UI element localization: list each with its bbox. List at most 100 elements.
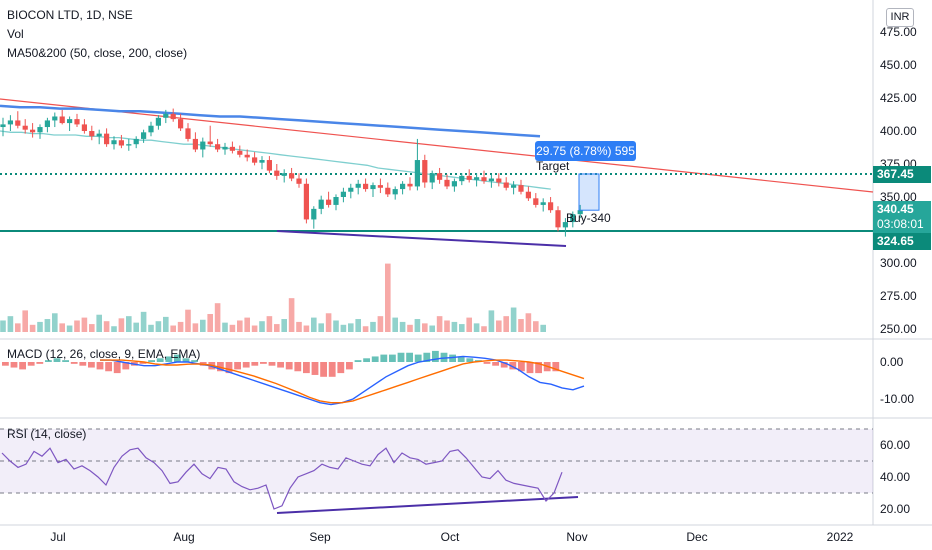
candle-body (340, 191, 346, 197)
rsi-divergence-line (276, 496, 579, 514)
price-tick-label: 350.00 (880, 190, 917, 204)
volume-bar (540, 324, 546, 332)
macd-histogram-bar (234, 362, 241, 370)
volume-bar (170, 325, 176, 332)
rsi-tick-label: 40.00 (880, 470, 910, 484)
rsi-tick-label: 20.00 (880, 502, 910, 516)
macd-histogram-bar (397, 352, 405, 362)
volume-bar (66, 325, 73, 332)
macd-histogram-bar (53, 358, 61, 362)
volume-bar (244, 317, 250, 332)
volume-bar (7, 316, 14, 332)
candle-body (185, 128, 191, 139)
candle-body (133, 138, 139, 145)
candle-body (355, 183, 361, 188)
candle-body (525, 191, 531, 199)
macd-histogram-bar (303, 362, 310, 374)
candle-body (311, 208, 317, 220)
volume-bar (355, 319, 361, 332)
volume-bar (333, 320, 339, 332)
volume-bar (133, 322, 139, 332)
volume-bar (214, 303, 221, 332)
candle-body (570, 214, 576, 223)
rsi-legend: RSI (14, close) (7, 427, 87, 441)
measure-tool-label[interactable]: 29.75 (8.78%) 595 (535, 141, 636, 161)
volume-bar (274, 324, 280, 332)
volume-bar (370, 321, 376, 332)
volume-bar (200, 319, 206, 332)
candle-body (400, 183, 406, 190)
candle-body (44, 120, 50, 128)
price-tick-label: 275.00 (880, 289, 917, 303)
macd-histogram-bar (518, 362, 525, 372)
candle-body (215, 144, 221, 150)
candle-body (67, 119, 73, 124)
candle-body (370, 185, 376, 190)
volume-bar (96, 314, 102, 332)
currency-selector[interactable]: INR (886, 8, 914, 27)
candle-body (562, 222, 568, 228)
volume-bar (281, 319, 287, 332)
volume-bar (429, 325, 435, 332)
candle-body (259, 160, 265, 163)
time-tick-label: 2022 (827, 530, 854, 544)
time-tick-label: Jul (50, 530, 65, 544)
candle-body (518, 185, 524, 192)
candle-countdown: 03:08:01 (877, 217, 924, 231)
candle-body (155, 117, 161, 126)
candle-body (289, 173, 295, 179)
candle-body (407, 183, 413, 187)
candle-body (126, 144, 132, 146)
volume-bar (525, 313, 532, 332)
volume-bar (126, 316, 132, 332)
volume-bar (444, 320, 450, 332)
volume-bar (459, 324, 465, 332)
volume-bar (288, 298, 295, 332)
macd-histogram-bar (10, 362, 18, 368)
macd-histogram-bar (277, 362, 284, 368)
candle-body (222, 146, 228, 150)
volume-bar (111, 326, 117, 332)
macd-histogram-bar (156, 358, 164, 362)
volume-bar (29, 324, 36, 332)
macd-histogram-bar (457, 356, 465, 362)
candle-body (318, 199, 324, 209)
candle-body (192, 138, 198, 150)
macd-histogram-bar (36, 362, 44, 364)
volume-bar (503, 316, 509, 332)
time-tick-label: Sep (309, 530, 331, 544)
volume-bar (118, 318, 125, 332)
macd-histogram-bar (354, 360, 362, 362)
volume-bar (207, 314, 213, 332)
last-price-tag: 340.45 03:08:01 (873, 201, 931, 233)
macd-tick-label: -10.00 (880, 392, 914, 406)
signal-line (100, 359, 585, 404)
candle-body (59, 116, 65, 124)
candle-body (422, 160, 428, 183)
candle-body (111, 140, 117, 145)
macd-histogram-bar (363, 358, 370, 362)
volume-bar (140, 311, 147, 332)
candle-body (496, 178, 502, 183)
candle-body (252, 157, 258, 163)
ma200-line (0, 104, 541, 138)
candle-body (22, 125, 28, 130)
volume-bar (222, 322, 228, 332)
candle-body (488, 178, 494, 182)
volume-bar (362, 326, 369, 332)
price-tick-label: 475.00 (880, 25, 917, 39)
macd-histogram-bar (380, 354, 388, 362)
candle-body (96, 133, 102, 137)
buy-note: Buy-340 (566, 211, 611, 225)
candle-body (533, 198, 539, 205)
macd-histogram-bar (113, 362, 121, 374)
volume-bar (325, 313, 332, 332)
macd-histogram-bar (423, 352, 431, 362)
candle-body (281, 173, 287, 176)
volume-bar (15, 323, 21, 332)
volume-bar (22, 310, 28, 332)
macd-histogram-bar (27, 362, 35, 366)
macd-histogram-bar (122, 362, 130, 370)
time-tick-label: Nov (566, 530, 587, 544)
